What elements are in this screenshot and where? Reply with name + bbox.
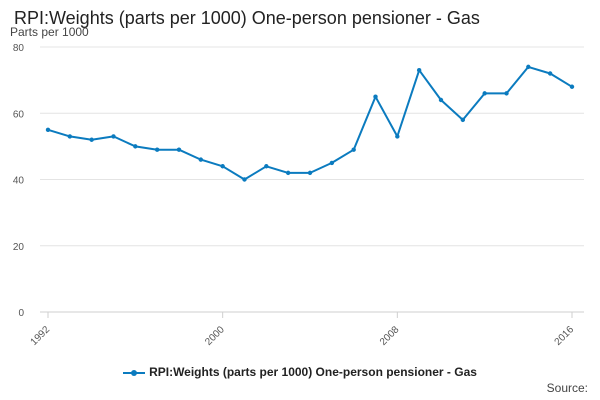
data-point [416,67,422,73]
data-point [526,64,531,70]
x-tick-label: 2016 [553,324,577,348]
y-tick-label: 0 [18,308,24,319]
data-point [176,147,182,152]
legend-swatch [123,369,146,376]
legend-label: RPI:Weights (parts per 1000) One-person … [149,365,477,379]
data-point [242,177,247,182]
y-tick-label: 40 [13,176,25,187]
y-tick-label: 60 [13,109,25,120]
data-point [111,134,116,139]
data-point [133,144,138,149]
data-point [373,94,378,99]
data-point [67,134,73,139]
data-point [438,97,444,103]
legend[interactable]: RPI:Weights (parts per 1000) One-person … [0,365,600,379]
source-label[interactable]: Source: [546,381,588,395]
data-point [220,164,225,169]
x-tick-label: 2000 [203,324,227,348]
y-axis-label: Parts per 1000 [10,25,89,39]
x-tick-label: 1992 [29,324,53,348]
data-point [460,117,466,123]
data-point [198,157,204,162]
data-point [569,84,575,89]
data-point [547,71,553,76]
data-point [351,147,356,152]
y-tick-label: 80 [13,43,25,54]
data-point [504,91,509,96]
data-point [307,170,313,176]
data-point [482,91,487,96]
data-point [45,127,51,133]
x-tick-label: 2008 [378,324,402,348]
data-point [154,147,160,152]
data-point [329,160,335,166]
data-point [264,164,269,169]
data-point [395,134,400,139]
y-tick-label: 20 [13,242,25,253]
data-point [285,170,291,176]
chart-title: RPI:Weights (parts per 1000) One-person … [14,8,480,28]
data-point [89,137,94,142]
series-line [47,65,573,181]
